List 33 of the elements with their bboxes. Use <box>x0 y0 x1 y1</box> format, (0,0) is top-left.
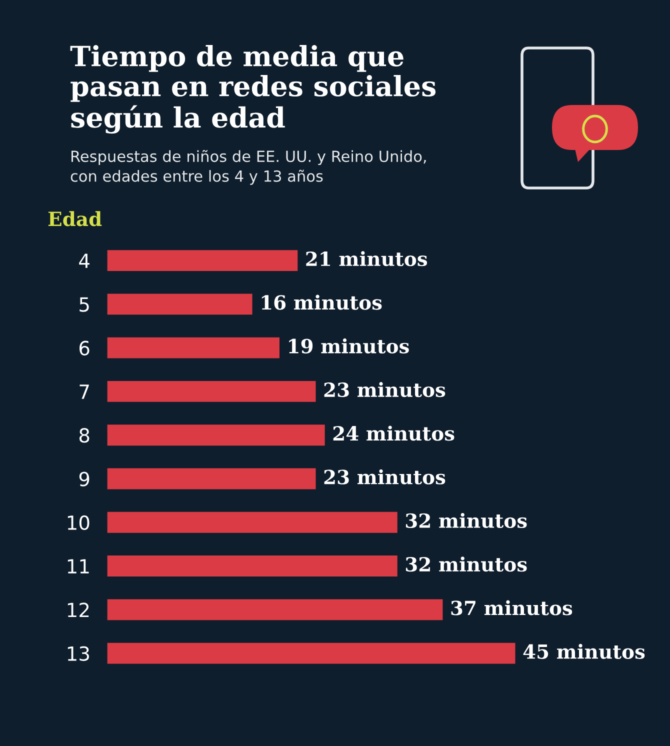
bar <box>107 424 325 446</box>
bar <box>107 294 252 315</box>
y-tick-label: 9 <box>79 472 90 486</box>
bar <box>107 468 316 490</box>
data-label: 24 minutos <box>333 426 454 441</box>
y-tick-label: 11 <box>68 559 89 574</box>
data-label: 45 minutos <box>523 644 645 659</box>
y-tick-label: 10 <box>68 515 90 530</box>
data-label: 21 minutos <box>306 251 428 266</box>
y-tick-label: 5 <box>80 297 89 312</box>
data-label: 32 minutos <box>406 512 527 528</box>
bar <box>107 512 398 533</box>
bar <box>107 599 443 620</box>
y-tick-label: 8 <box>79 428 90 443</box>
y-tick-label: 12 <box>68 602 89 618</box>
bar <box>107 337 280 358</box>
data-label: 37 minutos <box>451 600 572 616</box>
bar <box>107 380 316 402</box>
bar <box>107 556 398 576</box>
y-axis-title: Edad <box>48 211 102 226</box>
data-label: 23 minutos <box>324 469 446 484</box>
data-label: 32 minutos <box>406 556 527 572</box>
y-tick-label: 7 <box>80 384 89 399</box>
y-tick-label: 4 <box>79 254 90 268</box>
y-tick-label: 6 <box>80 340 90 356</box>
data-label: 23 minutos <box>324 382 446 398</box>
bar <box>107 250 298 272</box>
data-label: 16 minutos <box>262 294 382 310</box>
chart-title: Tiempo de media que pasan en redes sociales según la edad <box>70 45 436 134</box>
y-tick-label: 13 <box>68 646 89 661</box>
data-label: 19 minutos <box>289 338 409 354</box>
bar <box>107 642 516 664</box>
chart-subtitle: Respuestas de niños de EE. UU. y Reino Unido, con edades entre los 4 y 13 años <box>70 150 426 185</box>
